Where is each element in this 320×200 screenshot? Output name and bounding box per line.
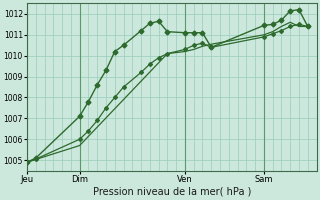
X-axis label: Pression niveau de la mer( hPa ): Pression niveau de la mer( hPa ): [92, 187, 251, 197]
